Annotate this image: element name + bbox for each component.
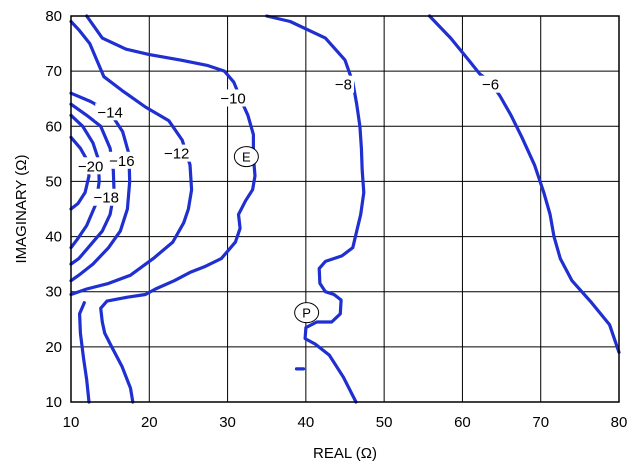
- y-tick-label: 20: [45, 339, 62, 356]
- contour-label: −8: [332, 75, 355, 94]
- contour-label-bg: [75, 157, 106, 175]
- contour-line-2: [69, 113, 101, 250]
- x-tick-label: 80: [611, 414, 628, 431]
- marker-circle: [294, 302, 320, 324]
- contour-label-text: −10: [220, 90, 245, 107]
- contour-label-bg: [161, 144, 192, 162]
- y-tick-label: 50: [45, 173, 62, 190]
- x-tick-label: 50: [376, 414, 393, 431]
- y-tick-label: 70: [45, 63, 62, 80]
- contour-label: −16: [106, 151, 137, 170]
- contour-line-4: [69, 91, 132, 283]
- marker-label: E: [242, 150, 251, 165]
- contour-label: −6: [480, 75, 502, 94]
- contour-label-bg: [95, 103, 126, 121]
- marker-circle: [233, 146, 259, 168]
- marker-label: P: [302, 306, 311, 321]
- x-tick-label: 20: [141, 414, 158, 431]
- y-tick-label: 10: [45, 394, 62, 411]
- point-marker-p: P: [294, 302, 320, 324]
- contour-label-text: −20: [78, 158, 103, 175]
- y-tick-label: 30: [45, 284, 62, 301]
- contour-label-bg: [106, 151, 137, 169]
- contour-label-text: −12: [164, 146, 189, 163]
- x-tick-label: 60: [454, 414, 471, 431]
- contour-label-text: −14: [97, 104, 122, 121]
- y-tick-label: 80: [45, 8, 62, 25]
- contour-lines: [69, 14, 621, 404]
- contour-label-bg: [218, 89, 248, 107]
- x-tick-label: 30: [219, 414, 236, 431]
- plot-frame: [70, 15, 620, 403]
- contour-label: −12: [161, 144, 192, 163]
- contour-label-text: −8: [335, 77, 352, 94]
- contour-label-bg: [332, 75, 355, 93]
- contour-line-1: [69, 135, 91, 211]
- contour-label-bg: [480, 75, 502, 93]
- contour-label: −10: [218, 89, 248, 107]
- contour-label: −18: [91, 188, 122, 207]
- x-tick-label: 70: [532, 414, 549, 431]
- contour-label-bg: [91, 188, 122, 206]
- contour-label-text: −6: [482, 77, 499, 94]
- contour-labels: −20 −18 −16 −14 −12 −10 −8 −6: [75, 75, 502, 207]
- tick-labels: 10 20 30 40 50 60 70 80 10 20 30 40 50 60 70 80: [45, 8, 627, 431]
- contour-label-text: −16: [109, 153, 134, 170]
- contour-line-9: [427, 14, 621, 354]
- contour-line-5: [69, 19, 194, 297]
- contour-label-text: −18: [94, 190, 119, 207]
- x-tick-label: 10: [63, 414, 80, 431]
- grid: [70, 15, 620, 403]
- y-tick-label: 40: [45, 229, 62, 246]
- contour-label: −20: [75, 157, 106, 175]
- contour-line-8: [265, 14, 366, 404]
- y-tick-label: 60: [45, 118, 62, 135]
- contour-line-7: [78, 301, 91, 404]
- x-axis-label: REAL (Ω): [313, 445, 377, 462]
- point-markers: EP: [233, 146, 320, 324]
- y-axis-label: IMAGINARY (Ω): [13, 154, 30, 263]
- contour-line-6: [85, 14, 257, 404]
- point-marker-e: E: [233, 146, 259, 168]
- contour-label: −14: [95, 103, 126, 121]
- x-tick-label: 40: [298, 414, 315, 431]
